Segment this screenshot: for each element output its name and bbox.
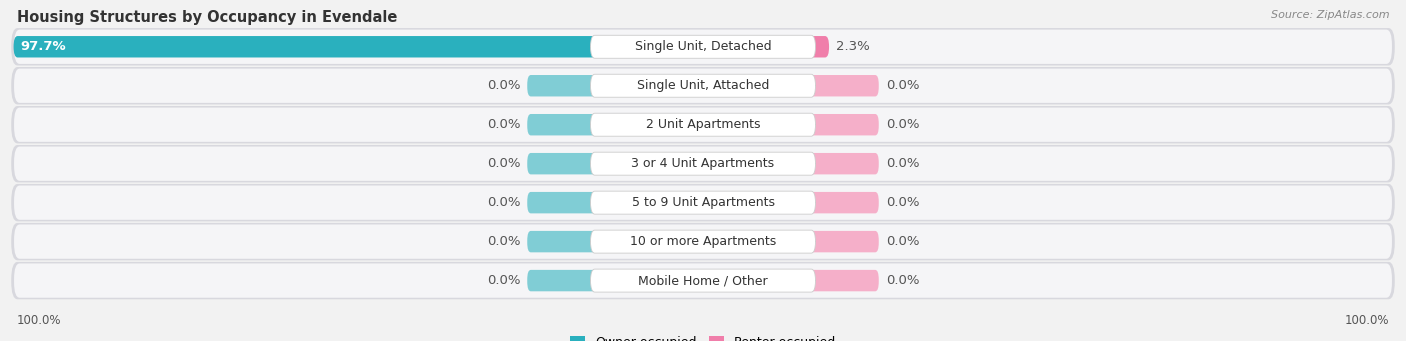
FancyBboxPatch shape	[14, 36, 605, 58]
Text: Mobile Home / Other: Mobile Home / Other	[638, 274, 768, 287]
FancyBboxPatch shape	[591, 230, 815, 253]
Text: Single Unit, Detached: Single Unit, Detached	[634, 40, 772, 53]
Text: 0.0%: 0.0%	[486, 118, 520, 131]
FancyBboxPatch shape	[804, 153, 879, 174]
Text: 97.7%: 97.7%	[21, 40, 66, 53]
FancyBboxPatch shape	[591, 191, 815, 214]
Text: Single Unit, Attached: Single Unit, Attached	[637, 79, 769, 92]
FancyBboxPatch shape	[14, 224, 1392, 259]
Legend: Owner-occupied, Renter-occupied: Owner-occupied, Renter-occupied	[565, 331, 841, 341]
Text: 0.0%: 0.0%	[486, 79, 520, 92]
Text: 0.0%: 0.0%	[886, 274, 920, 287]
FancyBboxPatch shape	[11, 223, 1395, 260]
Text: 0.0%: 0.0%	[486, 274, 520, 287]
FancyBboxPatch shape	[591, 74, 815, 97]
Text: 0.0%: 0.0%	[886, 79, 920, 92]
FancyBboxPatch shape	[11, 262, 1395, 299]
Text: 0.0%: 0.0%	[886, 235, 920, 248]
Text: 3 or 4 Unit Apartments: 3 or 4 Unit Apartments	[631, 157, 775, 170]
Text: 10 or more Apartments: 10 or more Apartments	[630, 235, 776, 248]
FancyBboxPatch shape	[14, 107, 1392, 142]
Text: 0.0%: 0.0%	[886, 196, 920, 209]
FancyBboxPatch shape	[804, 192, 879, 213]
FancyBboxPatch shape	[11, 28, 1395, 65]
Text: 0.0%: 0.0%	[486, 157, 520, 170]
Text: 0.0%: 0.0%	[486, 196, 520, 209]
FancyBboxPatch shape	[591, 152, 815, 175]
Text: Housing Structures by Occupancy in Evendale: Housing Structures by Occupancy in Evend…	[17, 10, 398, 25]
FancyBboxPatch shape	[527, 270, 602, 291]
FancyBboxPatch shape	[14, 147, 1392, 181]
FancyBboxPatch shape	[527, 75, 602, 97]
FancyBboxPatch shape	[591, 35, 815, 58]
FancyBboxPatch shape	[14, 186, 1392, 220]
Text: 100.0%: 100.0%	[17, 314, 62, 327]
FancyBboxPatch shape	[527, 192, 602, 213]
FancyBboxPatch shape	[527, 153, 602, 174]
Text: 5 to 9 Unit Apartments: 5 to 9 Unit Apartments	[631, 196, 775, 209]
FancyBboxPatch shape	[591, 113, 815, 136]
FancyBboxPatch shape	[804, 270, 879, 291]
FancyBboxPatch shape	[527, 231, 602, 252]
Text: 0.0%: 0.0%	[886, 118, 920, 131]
FancyBboxPatch shape	[527, 114, 602, 135]
FancyBboxPatch shape	[11, 184, 1395, 221]
FancyBboxPatch shape	[804, 75, 879, 97]
FancyBboxPatch shape	[11, 106, 1395, 144]
Text: 100.0%: 100.0%	[1344, 314, 1389, 327]
FancyBboxPatch shape	[804, 231, 879, 252]
FancyBboxPatch shape	[14, 30, 1392, 64]
FancyBboxPatch shape	[14, 264, 1392, 298]
Text: 2 Unit Apartments: 2 Unit Apartments	[645, 118, 761, 131]
FancyBboxPatch shape	[14, 69, 1392, 103]
FancyBboxPatch shape	[11, 67, 1395, 104]
Text: 0.0%: 0.0%	[886, 157, 920, 170]
FancyBboxPatch shape	[801, 36, 830, 58]
Text: Source: ZipAtlas.com: Source: ZipAtlas.com	[1271, 10, 1389, 20]
FancyBboxPatch shape	[804, 114, 879, 135]
Text: 0.0%: 0.0%	[486, 235, 520, 248]
FancyBboxPatch shape	[591, 269, 815, 292]
FancyBboxPatch shape	[11, 145, 1395, 182]
Text: 2.3%: 2.3%	[837, 40, 870, 53]
